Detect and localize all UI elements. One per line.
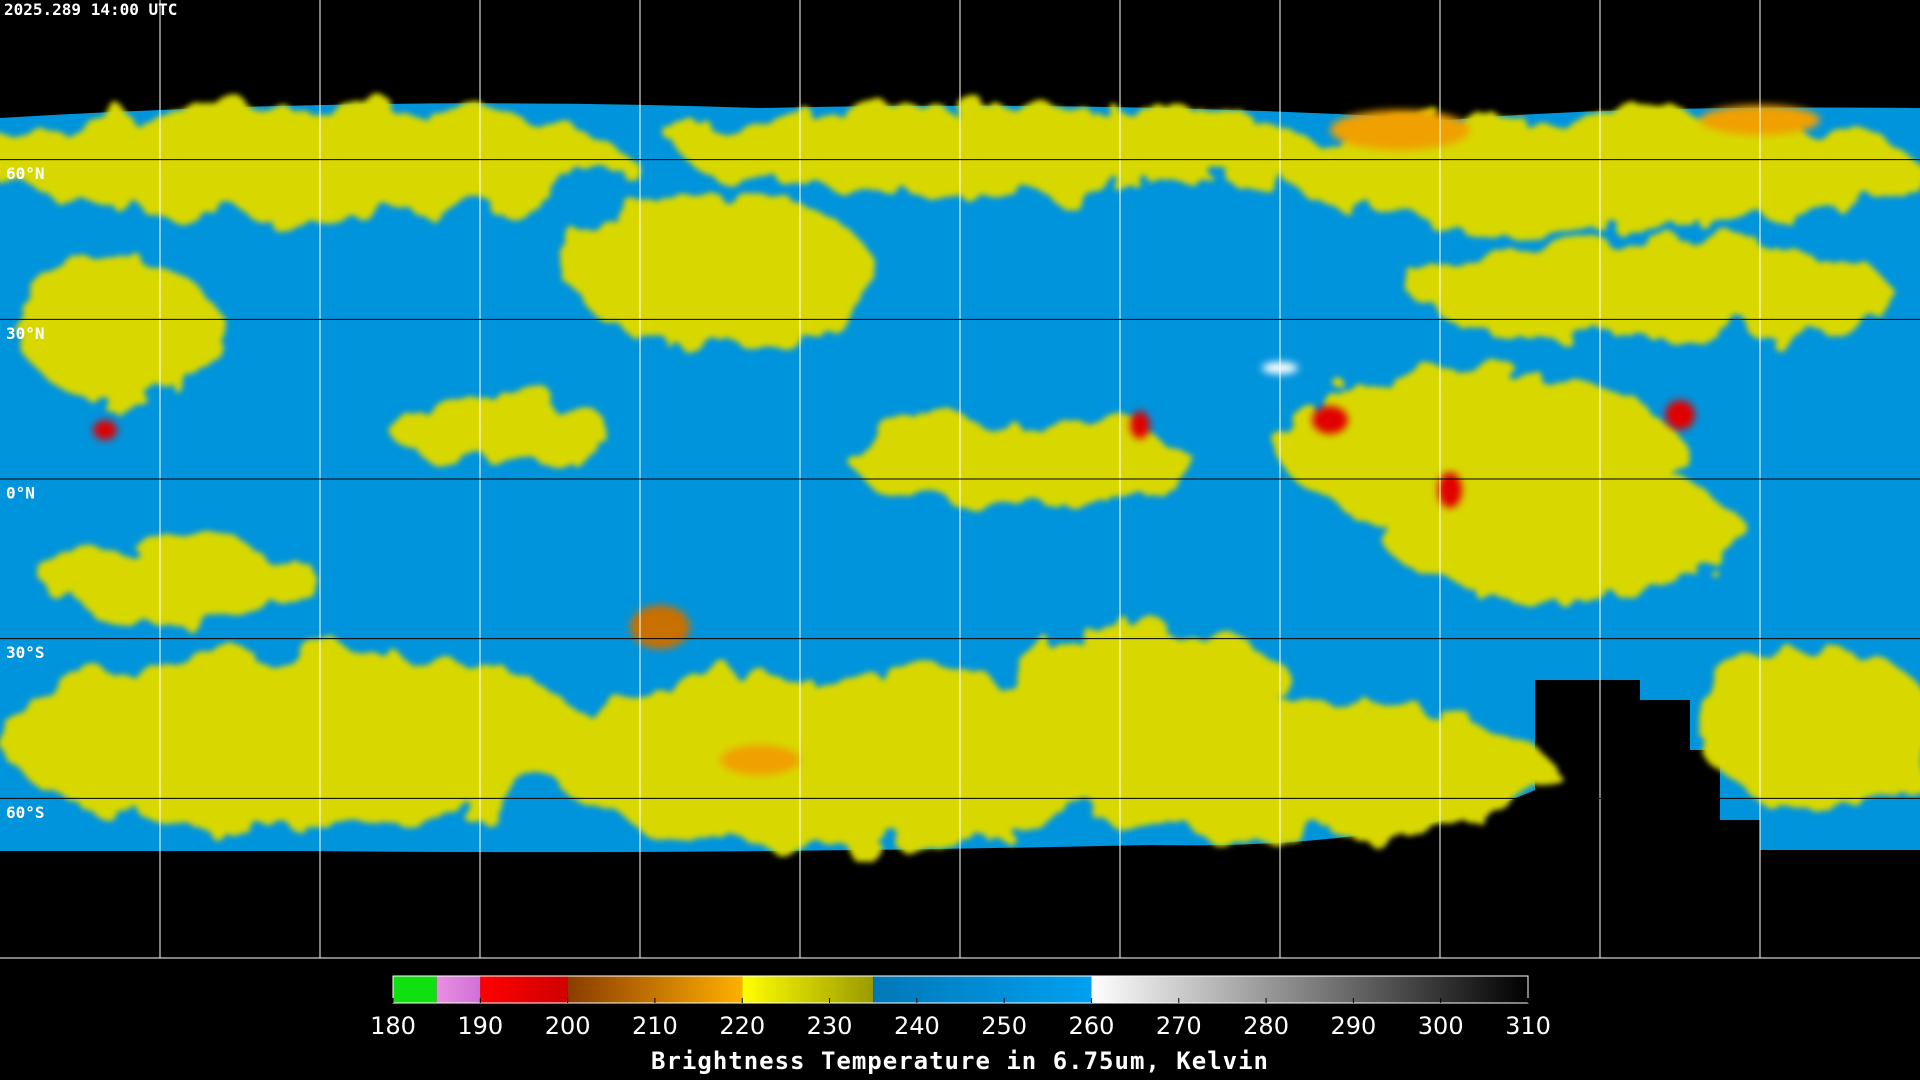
- colorbar-segment: [742, 976, 874, 1003]
- lat-label: 30°N: [6, 324, 45, 343]
- cold-cloud-tops: [93, 105, 1820, 775]
- colorbar-tick-label: 220: [719, 1012, 765, 1040]
- colorbar-tick-label: 250: [981, 1012, 1027, 1040]
- lat-label: 30°S: [6, 643, 45, 662]
- colorbar-tick-label: 270: [1156, 1012, 1202, 1040]
- colorbar-segment: [436, 976, 481, 1003]
- lat-label: 0°N: [6, 484, 35, 503]
- colorbar-tick-label: 190: [457, 1012, 503, 1040]
- colorbar-tick-label: 200: [545, 1012, 591, 1040]
- colorbar-tick-label: 290: [1330, 1012, 1376, 1040]
- colorbar-segment: [873, 976, 1092, 1003]
- colorbar-tick-label: 260: [1069, 1012, 1115, 1040]
- colorbar-tick-label: 180: [370, 1012, 416, 1040]
- lat-label: 60°S: [6, 803, 45, 822]
- timestamp: 2025.289 14:00 UTC: [4, 0, 177, 19]
- colorbar-segment: [1091, 976, 1528, 1003]
- colorbar-tick-label: 310: [1505, 1012, 1551, 1040]
- colorbar-segment: [480, 976, 568, 1003]
- colorbar-tick-label: 280: [1243, 1012, 1289, 1040]
- colorbar-tick-label: 230: [807, 1012, 853, 1040]
- colorbar-tick-label: 210: [632, 1012, 678, 1040]
- colorbar-title: Brightness Temperature in 6.75um, Kelvin: [651, 1047, 1269, 1075]
- graticule: 60°N 30°N 0°N 30°S 60°S: [0, 0, 1920, 959]
- colorbar: 180 190 200 210 220 230 240 250 260 270 280 290 300 3…: [370, 975, 1551, 1040]
- colorbar-segment: [393, 976, 437, 1003]
- colorbar-tick-label: 240: [894, 1012, 940, 1040]
- moist-regions: [0, 105, 1920, 850]
- lat-label: 60°N: [6, 164, 45, 183]
- colorbar-frame: [392, 975, 1529, 1004]
- colorbar-tick-label: 300: [1418, 1012, 1464, 1040]
